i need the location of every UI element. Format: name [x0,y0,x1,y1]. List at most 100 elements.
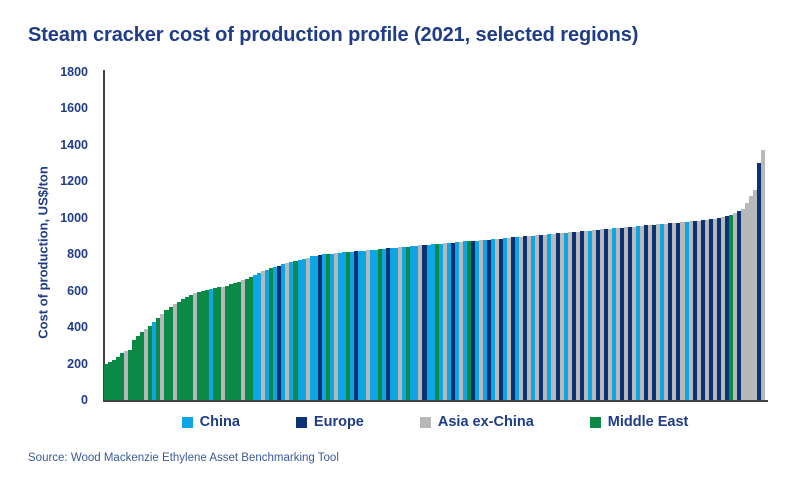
bar [349,251,354,400]
bar [220,286,225,400]
bar [603,229,608,400]
legend-swatch-icon [419,416,431,428]
bar [406,246,411,400]
chart-legend: China Europe Asia ex-China Middle East [104,414,766,430]
y-axis-tick-600: 600 [67,283,88,298]
y-axis-tick-1400: 1400 [60,137,88,152]
bar [281,264,286,400]
bar [499,238,504,400]
bar [628,226,633,400]
bar [676,222,681,400]
bar [160,314,165,400]
bar [539,234,544,400]
bar [579,231,584,400]
bar [353,251,358,400]
bar [293,260,298,400]
bar [692,221,697,400]
y-axis-tick-1200: 1200 [60,174,88,189]
bar [204,289,209,400]
bar [192,293,197,400]
bar [450,242,455,400]
legend-swatch-icon [589,416,601,428]
bar [458,241,463,400]
bar [390,248,395,400]
source-note: Source: Wood Mackenzie Ethylene Asset Be… [28,452,339,464]
bar [454,242,459,400]
bar [285,262,290,400]
bar [212,288,217,400]
bar [672,222,677,400]
bar [309,256,314,400]
bar [317,254,322,400]
bar [728,214,733,400]
legend-item-europe[interactable]: Europe [295,414,364,430]
bar [684,221,689,400]
y-axis-tick-1000: 1000 [60,210,88,225]
bar [301,258,306,400]
bar [216,287,221,400]
bar [200,290,205,400]
bar [233,283,238,400]
bar [753,190,758,400]
legend-item-asia-ex-china[interactable]: Asia ex-China [419,414,534,430]
bar [740,208,745,400]
bar [466,241,471,400]
legend-item-china[interactable]: China [181,414,240,430]
bar [108,362,113,400]
bar [366,250,371,400]
bar [732,213,737,400]
legend-label: China [199,414,240,430]
bar [168,306,173,400]
bar [116,356,121,400]
bar [680,222,685,400]
bar [704,219,709,400]
bar [571,232,576,400]
bar [378,249,383,400]
bar [345,252,350,400]
bar [575,231,580,400]
y-axis-tick-200: 200 [67,356,88,371]
bar [624,227,629,400]
legend-swatch-icon [181,416,193,428]
bar [595,229,600,400]
bar [297,259,302,400]
bar [422,245,427,400]
bar-series [104,72,766,400]
bar [370,249,375,400]
bar [708,219,713,400]
bar [563,232,568,400]
bar [712,218,717,400]
bar [386,248,391,400]
bar [744,203,749,400]
bar [668,223,673,400]
bar [559,233,564,400]
bar [611,228,616,400]
y-axis-line [103,70,105,401]
bar [418,245,423,400]
bar [414,245,419,400]
bar [253,275,258,400]
legend-label: Asia ex-China [437,414,534,430]
bar [152,322,157,400]
bar [305,257,310,400]
bar [426,244,431,400]
bar [442,243,447,400]
bar [261,271,266,400]
legend-item-middle-east[interactable]: Middle East [589,414,688,430]
bar [180,298,185,400]
bar [591,230,596,400]
bar [196,291,201,400]
bar [430,244,435,400]
bar [547,234,552,400]
bar [410,246,415,400]
bar [237,281,242,400]
bar [104,364,109,400]
bar [567,232,572,400]
bar [478,240,483,400]
bar [176,301,181,400]
bar [688,221,693,400]
bar [148,326,153,400]
bar [245,279,250,400]
bar [527,236,532,400]
bar [124,351,129,400]
